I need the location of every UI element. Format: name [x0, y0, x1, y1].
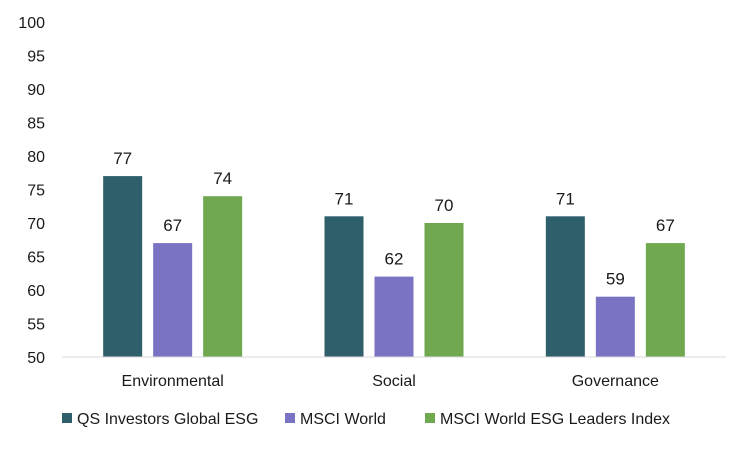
y-axis: 50 55 60 65 70 75 80 85 90 95 100	[18, 15, 45, 367]
data-label: 59	[606, 270, 625, 289]
y-tick-label: 100	[18, 15, 45, 32]
data-label: 77	[113, 149, 132, 168]
legend: QS Investors Global ESG MSCI World MSCI Wo…	[62, 411, 670, 428]
data-label: 67	[163, 216, 182, 235]
legend-swatch	[285, 413, 295, 423]
bar-social-series-3	[424, 223, 464, 357]
legend-label: QS Investors Global ESG	[77, 411, 258, 428]
data-label: 71	[335, 189, 354, 208]
legend-label: MSCI World	[300, 411, 386, 428]
x-tick-label: Social	[372, 373, 416, 390]
bar-social-series-2	[374, 276, 414, 357]
data-label: 67	[656, 216, 675, 235]
bar-governance-series-2	[595, 296, 635, 357]
bar-environmental-series-1	[103, 176, 143, 357]
bars	[103, 176, 685, 357]
data-label: 70	[435, 196, 454, 215]
data-label: 74	[213, 169, 232, 188]
data-labels: 77 67 74 71 62 70 71 59 67	[113, 149, 675, 289]
y-tick-label: 50	[27, 350, 45, 367]
legend-swatch	[62, 413, 72, 423]
y-tick-label: 60	[27, 283, 45, 300]
bar-governance-series-1	[545, 216, 585, 357]
y-tick-label: 75	[27, 183, 45, 200]
data-label: 71	[556, 189, 575, 208]
bar-environmental-series-2	[153, 243, 193, 357]
bar-governance-series-3	[645, 243, 685, 357]
y-tick-label: 70	[27, 216, 45, 233]
data-label: 62	[385, 250, 404, 269]
y-tick-label: 55	[27, 317, 45, 334]
legend-label: MSCI World ESG Leaders Index	[440, 411, 670, 428]
x-tick-label: Governance	[572, 373, 659, 390]
bar-social-series-1	[324, 216, 364, 357]
legend-swatch	[425, 413, 435, 423]
y-tick-label: 85	[27, 116, 45, 133]
y-tick-label: 65	[27, 250, 45, 267]
x-axis: Environmental Social Governance	[122, 373, 659, 390]
y-tick-label: 90	[27, 82, 45, 99]
x-tick-label: Environmental	[122, 373, 224, 390]
bar-environmental-series-3	[203, 196, 243, 357]
y-tick-label: 80	[27, 149, 45, 166]
y-tick-label: 95	[27, 49, 45, 66]
